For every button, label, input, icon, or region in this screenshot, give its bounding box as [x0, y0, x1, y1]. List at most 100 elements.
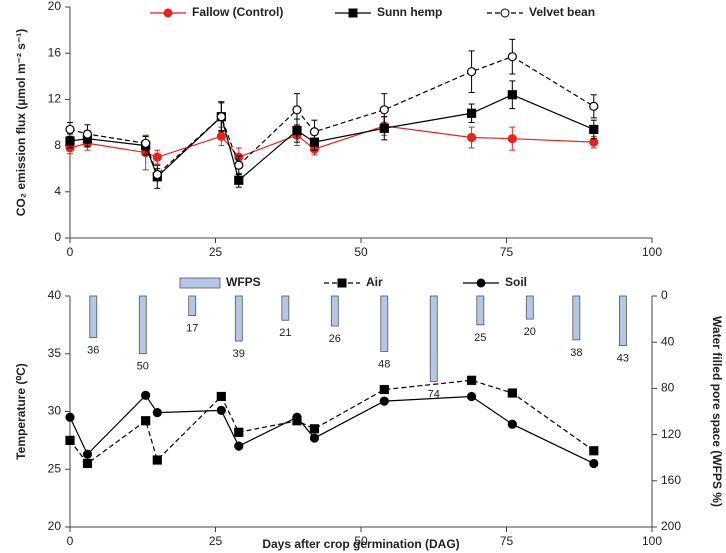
- marker: [309, 127, 320, 137]
- marker: [589, 458, 599, 469]
- series-line: [69, 94, 595, 182]
- marker: [589, 137, 599, 147]
- y-tick-label: 40: [48, 288, 62, 302]
- marker: [466, 108, 477, 118]
- marker: [292, 125, 302, 136]
- marker: [292, 412, 302, 422]
- y-tick-label: 4: [54, 184, 61, 198]
- marker: [216, 131, 226, 141]
- marker: [234, 160, 244, 170]
- y2-tick-label: 80: [661, 381, 675, 395]
- legend-label: WFPS: [226, 275, 261, 289]
- bar-value-label: 43: [617, 353, 629, 365]
- marker: [152, 408, 162, 418]
- marker: [309, 424, 320, 434]
- bar-value-label: 26: [329, 333, 341, 345]
- bar: [330, 295, 339, 327]
- legend-label: Soil: [505, 275, 527, 289]
- legend-marker: [337, 278, 347, 288]
- legend-label: Velvet bean: [529, 5, 595, 19]
- bar-value-label: 48: [378, 358, 390, 370]
- y-tick-label: 20: [48, 519, 62, 533]
- x-tick-label: 25: [209, 534, 223, 548]
- bar-value-label: 39: [233, 348, 245, 360]
- y-tick-label: 30: [48, 404, 62, 418]
- bar: [89, 295, 98, 338]
- bar: [234, 295, 243, 342]
- marker: [379, 396, 389, 406]
- legend-label: Air: [366, 275, 383, 289]
- y2-axis-label: Water filled pore space (WFPS %): [710, 316, 724, 507]
- bar-value-label: 38: [570, 347, 582, 359]
- marker: [141, 138, 151, 148]
- marker: [82, 458, 93, 469]
- marker: [141, 390, 151, 400]
- bar-value-label: 25: [474, 332, 486, 344]
- marker: [507, 419, 517, 429]
- marker: [216, 405, 226, 415]
- bar-value-label: 74: [428, 388, 440, 400]
- bar-value-label: 21: [279, 327, 291, 339]
- x-tick-label: 50: [354, 245, 368, 259]
- y-tick-label: 20: [48, 0, 62, 13]
- bar: [188, 295, 197, 317]
- x-tick-label: 25: [209, 245, 223, 259]
- y-tick-label: 12: [48, 92, 62, 106]
- y2-tick-label: 160: [661, 473, 681, 487]
- marker: [589, 124, 599, 135]
- x-tick-label: 100: [642, 245, 662, 259]
- marker: [309, 433, 320, 443]
- bar-value-label: 20: [524, 326, 536, 338]
- marker: [216, 112, 226, 122]
- marker: [466, 67, 477, 77]
- x-axis-label: Days after crop germination (DAG): [262, 537, 459, 551]
- marker: [234, 441, 244, 451]
- marker: [141, 416, 151, 426]
- bar-value-label: 17: [186, 323, 198, 335]
- x-tick-label: 75: [500, 534, 514, 548]
- bar: [572, 295, 581, 341]
- y-tick-label: 16: [48, 45, 62, 59]
- marker: [65, 435, 75, 445]
- marker: [507, 134, 517, 144]
- marker: [82, 129, 93, 139]
- legend-marker: [500, 8, 510, 18]
- y-tick-label: 0: [54, 230, 61, 244]
- legend-swatch: [179, 277, 221, 289]
- marker: [507, 388, 517, 398]
- marker: [507, 90, 517, 100]
- bar: [476, 295, 485, 326]
- marker: [65, 136, 75, 146]
- bar: [619, 295, 627, 347]
- marker: [234, 175, 244, 185]
- bar: [380, 295, 389, 352]
- y-tick-label: 35: [48, 346, 62, 360]
- marker: [379, 384, 389, 395]
- x-tick-label: 100: [642, 534, 662, 548]
- marker: [466, 375, 477, 385]
- legend-marker: [348, 8, 358, 18]
- marker: [152, 169, 162, 180]
- marker: [216, 391, 226, 402]
- y2-tick-label: 120: [661, 427, 681, 441]
- series-line: [69, 56, 595, 176]
- marker: [152, 152, 162, 162]
- bar: [429, 295, 438, 382]
- marker: [292, 105, 302, 115]
- marker: [82, 449, 93, 459]
- bar: [138, 295, 147, 355]
- y-tick-label: 25: [48, 461, 62, 475]
- y-axis-label: CO₂ emission flux (µmol m⁻² s⁻¹): [14, 29, 28, 217]
- legend-marker: [476, 278, 486, 288]
- legend-label: Sunn hemp: [377, 5, 442, 19]
- legend-label: Fallow (Control): [192, 5, 283, 19]
- series-line: [69, 394, 595, 465]
- y2-tick-label: 200: [661, 519, 681, 533]
- x-tick-label: 0: [67, 245, 74, 259]
- marker: [65, 412, 75, 422]
- series-line: [69, 379, 595, 465]
- y-tick-label: 8: [54, 138, 61, 152]
- legend-marker: [163, 8, 173, 18]
- bar-value-label: 36: [87, 344, 99, 356]
